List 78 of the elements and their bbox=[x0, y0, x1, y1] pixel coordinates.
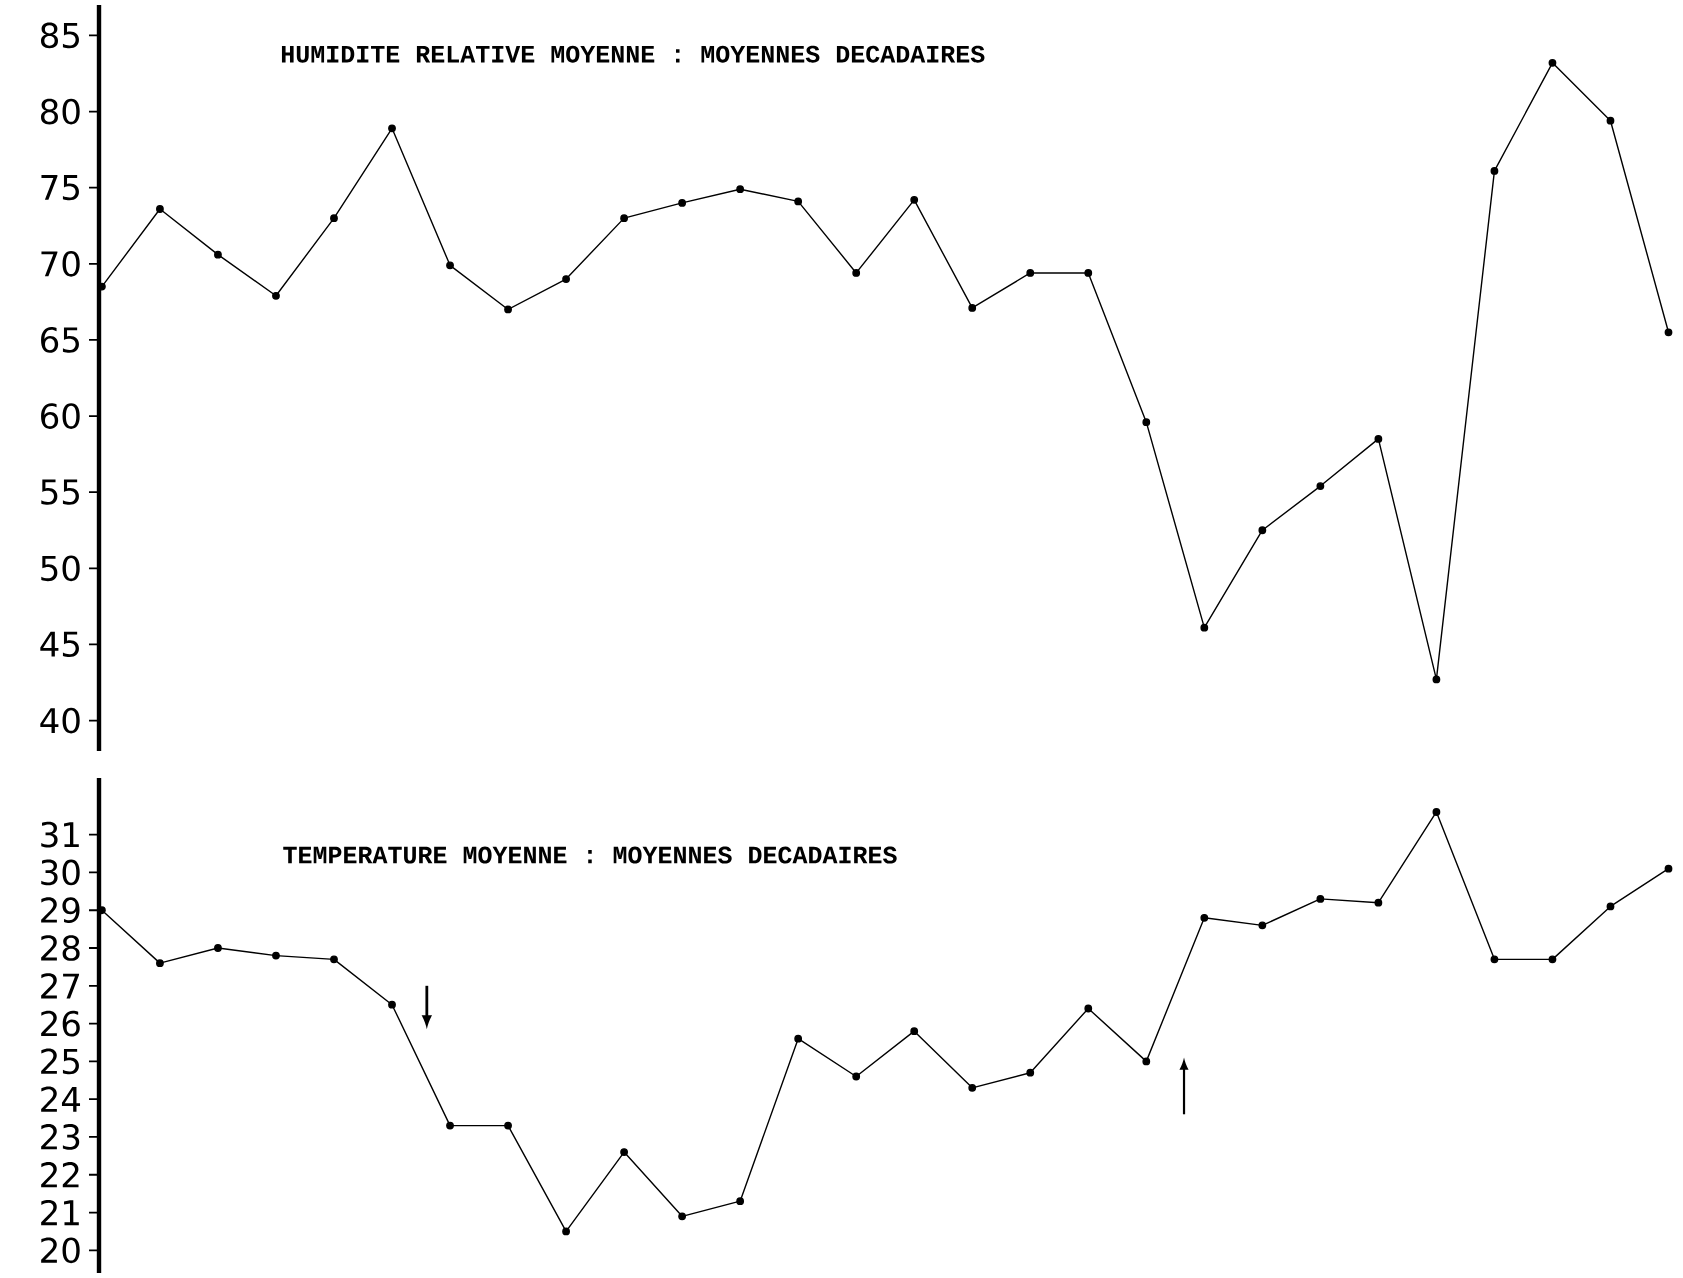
point bbox=[156, 959, 164, 968]
point bbox=[388, 124, 396, 133]
point bbox=[1606, 902, 1615, 911]
y-tick-label: 28 bbox=[41, 935, 80, 961]
point bbox=[1490, 955, 1499, 964]
point bbox=[678, 199, 687, 207]
y-tick-label: 26 bbox=[41, 1010, 80, 1037]
point bbox=[852, 1072, 861, 1081]
point bbox=[1316, 895, 1325, 903]
point bbox=[794, 1034, 803, 1043]
y-tick-label: 40 bbox=[40, 707, 80, 734]
y-tick-label: 24 bbox=[41, 1086, 81, 1112]
point bbox=[156, 205, 164, 213]
point bbox=[1316, 482, 1325, 490]
point bbox=[504, 1121, 512, 1130]
y-tick-label: 20 bbox=[41, 1237, 80, 1264]
point bbox=[1084, 1004, 1093, 1013]
point bbox=[272, 951, 280, 960]
point bbox=[272, 291, 280, 300]
y-tick-label: 31 bbox=[41, 821, 79, 848]
point bbox=[1142, 1057, 1151, 1066]
point bbox=[1258, 921, 1267, 930]
point bbox=[794, 197, 803, 206]
point bbox=[910, 1027, 919, 1036]
point bbox=[1026, 269, 1035, 277]
point bbox=[214, 250, 222, 259]
y-tick-label: 85 bbox=[40, 22, 79, 49]
point bbox=[1084, 269, 1093, 277]
y-tick-label: 23 bbox=[41, 1124, 80, 1150]
point bbox=[330, 214, 338, 223]
point bbox=[562, 1227, 570, 1236]
point bbox=[504, 305, 512, 314]
point bbox=[736, 185, 745, 194]
y-tick-label: 65 bbox=[41, 327, 79, 353]
y-tick-label: 55 bbox=[41, 479, 79, 505]
y-tick-label: 27 bbox=[41, 973, 80, 999]
point bbox=[620, 214, 628, 223]
point bbox=[330, 955, 338, 964]
y-tick-label: 21 bbox=[41, 1199, 79, 1226]
point bbox=[562, 275, 570, 283]
y-tick-label: 22 bbox=[41, 1162, 79, 1188]
point bbox=[1142, 418, 1151, 427]
point bbox=[1606, 116, 1615, 125]
point bbox=[1432, 675, 1441, 684]
point bbox=[388, 1000, 396, 1009]
point bbox=[968, 1083, 977, 1092]
point bbox=[1548, 955, 1557, 964]
point bbox=[852, 269, 861, 277]
point bbox=[910, 195, 919, 204]
point bbox=[1664, 864, 1673, 873]
y-tick-label: 70 bbox=[41, 250, 80, 277]
point bbox=[1490, 167, 1499, 175]
y-tick-label: 60 bbox=[41, 403, 80, 429]
point bbox=[1026, 1068, 1035, 1077]
point bbox=[1664, 328, 1673, 337]
point bbox=[446, 1121, 454, 1130]
point bbox=[1258, 526, 1267, 535]
text: TEMPERATURE MOYENNE : MOYENNES DECADAIRES bbox=[283, 846, 897, 864]
y-tick-label: 45 bbox=[40, 631, 79, 658]
y-tick-label: 29 bbox=[41, 897, 80, 924]
point bbox=[1374, 434, 1383, 443]
point bbox=[1548, 58, 1557, 67]
point bbox=[1200, 623, 1209, 632]
point bbox=[1374, 898, 1383, 907]
point bbox=[214, 944, 222, 952]
point bbox=[1200, 913, 1209, 922]
y-tick-label: 75 bbox=[41, 175, 79, 201]
y-tick-label: 80 bbox=[40, 98, 80, 125]
point bbox=[620, 1148, 628, 1156]
point bbox=[446, 261, 454, 270]
y-tick-label: 25 bbox=[41, 1048, 79, 1075]
point bbox=[1432, 808, 1441, 816]
point bbox=[968, 304, 977, 312]
point bbox=[736, 1197, 745, 1206]
y-tick-label: 30 bbox=[41, 859, 80, 886]
y-tick-label: 50 bbox=[41, 555, 80, 582]
text: HUMIDITE RELATIVE MOYENNE : MOYENNES DECADAIRES bbox=[281, 45, 985, 63]
point bbox=[678, 1212, 687, 1221]
